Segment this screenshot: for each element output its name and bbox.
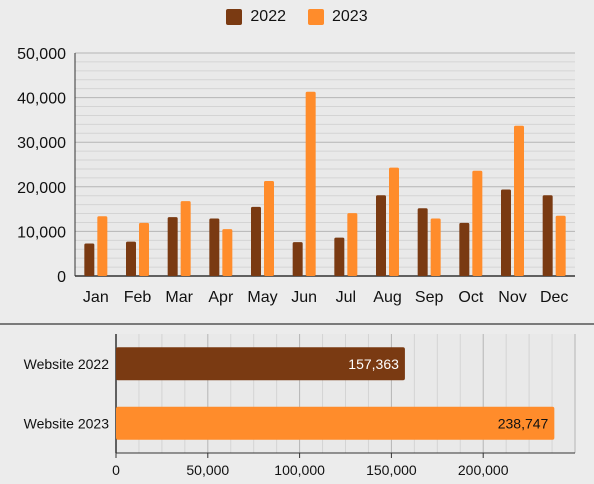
legend-item-2023: 2023 <box>308 8 368 26</box>
bar-2023-sep <box>430 218 441 276</box>
x-tick-label: Feb <box>124 289 152 306</box>
bar-2023-oct <box>472 170 483 276</box>
y-tick-label: 20,000 <box>17 180 66 197</box>
x-tick-label: Jan <box>83 289 109 306</box>
legend-swatch-2022 <box>226 9 243 25</box>
hbar-value-label: 238,747 <box>498 415 549 431</box>
bar-2022-oct <box>459 222 470 276</box>
x-tick-label: Nov <box>498 289 526 306</box>
hbar-website-2022 <box>116 347 405 381</box>
legend: 2022 2023 <box>0 8 594 26</box>
bar-2022-may <box>251 206 261 276</box>
hbar-x-tick-label: 200,000 <box>458 462 509 478</box>
bar-2023-jul <box>347 213 358 276</box>
bar-2022-dec <box>542 195 553 276</box>
y-tick-label: 40,000 <box>17 91 66 108</box>
hbar-category-label: Website 2022 <box>24 356 110 372</box>
x-tick-label: Oct <box>458 289 483 306</box>
bar-2022-jul <box>334 237 345 276</box>
bar-2023-jan <box>97 216 108 276</box>
legend-swatch-2023 <box>308 9 324 25</box>
bar-2023-mar <box>180 201 191 276</box>
y-tick-label: 30,000 <box>17 135 66 152</box>
bar-2022-apr <box>209 218 220 276</box>
bar-2022-jan <box>84 243 95 276</box>
hbar-website-2023 <box>116 406 555 440</box>
bar-2023-dec <box>555 215 566 276</box>
hbar-x-tick-label: 100,000 <box>274 462 325 478</box>
y-tick-label: 50,000 <box>17 46 66 63</box>
bar-2023-aug <box>389 167 399 276</box>
bar-2023-feb <box>139 222 149 276</box>
x-tick-label: Apr <box>208 289 234 306</box>
bar-2022-mar <box>167 217 178 276</box>
hbar-category-label: Website 2023 <box>24 415 110 431</box>
legend-label-2022: 2022 <box>250 8 286 25</box>
bar-2022-feb <box>126 241 136 276</box>
plot-area <box>75 53 575 276</box>
legend-label-2023: 2023 <box>332 8 368 25</box>
bar-2022-nov <box>501 189 511 276</box>
legend-item-2022: 2022 <box>226 8 286 26</box>
hbar-x-tick-label: 150,000 <box>366 462 417 478</box>
bar-2023-apr <box>222 229 233 276</box>
bar-2022-sep <box>417 208 428 276</box>
hbar-x-tick-label: 50,000 <box>186 462 229 478</box>
x-tick-label: Mar <box>165 289 193 306</box>
y-tick-label: 0 <box>57 269 66 286</box>
bar-2023-nov <box>514 125 524 276</box>
x-tick-label: May <box>247 289 277 306</box>
bar-2022-aug <box>376 195 386 276</box>
y-tick-label: 10,000 <box>17 224 66 241</box>
x-tick-label: Aug <box>373 289 401 306</box>
bar-2022-jun <box>292 242 303 276</box>
x-tick-label: Jun <box>291 289 317 306</box>
bar-2023-jun <box>305 91 316 276</box>
x-tick-label: Jul <box>336 289 356 306</box>
x-tick-label: Sep <box>415 289 444 306</box>
hbar-value-label: 157,363 <box>348 356 399 372</box>
hbar-x-tick-label: 0 <box>112 462 120 478</box>
bar-2023-may <box>264 181 274 276</box>
x-tick-label: Dec <box>540 289 568 306</box>
